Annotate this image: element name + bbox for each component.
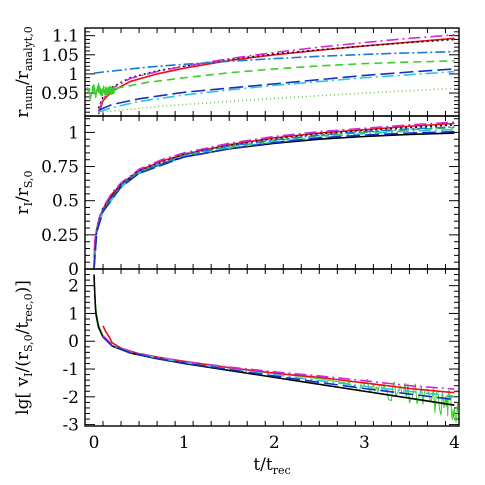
y-tick-label: -1: [62, 360, 79, 380]
series-line-6: [93, 128, 455, 269]
series-line-2: [93, 121, 455, 269]
series-group: [87, 34, 455, 115]
series-line-1: [97, 38, 455, 109]
y-tick-label: 0.25: [41, 226, 79, 246]
x-tick-label: 4: [449, 433, 460, 453]
series-line-7: [93, 130, 455, 269]
y-axis-label: lg[ vI/(rS,0/trec,0)]: [13, 280, 35, 415]
y-tick-label: 1.05: [41, 46, 79, 66]
series-line-4: [102, 60, 455, 92]
series-line-0: [93, 277, 459, 423]
series-group: [93, 121, 455, 269]
x-tick-label: 2: [269, 433, 280, 453]
series-line-5: [93, 126, 455, 269]
series-line-3: [93, 50, 455, 74]
y-tick-label: 0: [68, 332, 79, 352]
series-line-1: [93, 122, 455, 269]
series-line-0: [93, 132, 455, 269]
middle-panel: 0 0.25 0.5 0.75 1 rI/rS,0: [13, 115, 460, 280]
series-line-6: [98, 70, 455, 113]
y-tick-label: 0.5: [52, 192, 79, 212]
series-line-4: [93, 126, 455, 269]
y-tick-label: 1.1: [52, 27, 79, 47]
series-line-3: [102, 335, 455, 390]
y-tick-label: 1: [68, 304, 79, 324]
series-line-0: [97, 37, 455, 115]
y-tick-label: 1: [68, 123, 79, 143]
plot-frame: [84, 268, 460, 427]
y-tick-label: -2: [62, 388, 79, 408]
y-axis-label: rnum/ranalyt,0: [13, 26, 35, 117]
series-line-2: [97, 34, 455, 113]
bottom-panel: -3 -2 -1 0 1 2 0 1 2 3 4 lg[ vI/(rS,0/trec,0)] t/tre…: [13, 268, 460, 477]
y-tick-label: 0: [68, 260, 79, 280]
series-line-3: [93, 124, 455, 269]
x-tick-label: 0: [89, 433, 100, 453]
y-tick-label: -3: [62, 416, 79, 436]
series-line-5: [102, 336, 455, 401]
y-tick-label: 1: [68, 65, 79, 85]
series-line-2: [102, 325, 455, 394]
x-tick-label: 3: [359, 433, 370, 453]
series-line-5: [98, 68, 455, 111]
series-group: [93, 274, 459, 423]
y-tick-label: 0.75: [41, 158, 79, 178]
series-line-7: [98, 87, 455, 113]
y-tick-label: 0.95: [41, 84, 79, 104]
series-line-8: [87, 82, 116, 102]
x-axis-label: t/trec: [253, 455, 290, 477]
x-tick-label: 1: [179, 433, 190, 453]
y-tick-label: 2: [68, 277, 79, 297]
y-axis-label: rI/rS,0: [13, 171, 35, 215]
